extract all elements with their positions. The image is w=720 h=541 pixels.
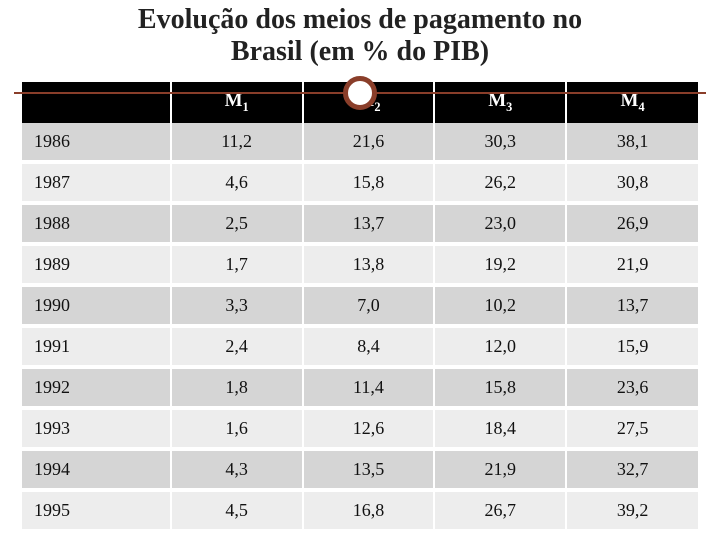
cell-m3: 18,4 — [434, 408, 566, 449]
cell-m3: 26,7 — [434, 490, 566, 531]
title-line-1: Evolução dos meios de pagamento no — [138, 4, 582, 35]
cell-m2: 7,0 — [303, 285, 435, 326]
header-m4: M4 — [566, 82, 698, 123]
table-row: 19921,811,415,823,6 — [22, 367, 698, 408]
cell-year: 1995 — [22, 490, 171, 531]
cell-m1: 1,8 — [171, 367, 303, 408]
cell-m4: 13,7 — [566, 285, 698, 326]
cell-m4: 21,9 — [566, 244, 698, 285]
cell-year: 1992 — [22, 367, 171, 408]
cell-m1: 11,2 — [171, 123, 303, 162]
table-row: 19944,313,521,932,7 — [22, 449, 698, 490]
cell-m1: 2,4 — [171, 326, 303, 367]
cell-m1: 2,5 — [171, 203, 303, 244]
cell-m4: 27,5 — [566, 408, 698, 449]
cell-m2: 13,5 — [303, 449, 435, 490]
header-m3: M3 — [434, 82, 566, 123]
cell-m4: 23,6 — [566, 367, 698, 408]
table-row: 19891,713,819,221,9 — [22, 244, 698, 285]
cell-m3: 15,8 — [434, 367, 566, 408]
table-row: 19954,516,826,739,2 — [22, 490, 698, 531]
table-row: 19931,612,618,427,5 — [22, 408, 698, 449]
cell-year: 1990 — [22, 285, 171, 326]
header-m1: M1 — [171, 82, 303, 123]
table-row: 19882,513,723,026,9 — [22, 203, 698, 244]
cell-m4: 30,8 — [566, 162, 698, 203]
cell-year: 1986 — [22, 123, 171, 162]
header-blank — [22, 82, 171, 123]
rule-circle-icon — [343, 76, 377, 110]
cell-m4: 15,9 — [566, 326, 698, 367]
table-container: M1 M2 M3 M4 198611,221,630,338,119874,61… — [14, 82, 706, 541]
table-row: 19912,48,412,015,9 — [22, 326, 698, 367]
cell-year: 1988 — [22, 203, 171, 244]
cell-year: 1991 — [22, 326, 171, 367]
cell-m3: 21,9 — [434, 449, 566, 490]
cell-m3: 23,0 — [434, 203, 566, 244]
cell-m3: 19,2 — [434, 244, 566, 285]
cell-year: 1989 — [22, 244, 171, 285]
cell-m4: 26,9 — [566, 203, 698, 244]
cell-m1: 4,5 — [171, 490, 303, 531]
slide: Evolução dos meios de pagamento no Brasi… — [0, 0, 720, 540]
table-row: 19874,615,826,230,8 — [22, 162, 698, 203]
cell-m1: 3,3 — [171, 285, 303, 326]
cell-m2: 13,8 — [303, 244, 435, 285]
cell-m4: 32,7 — [566, 449, 698, 490]
table-row: 19903,37,010,213,7 — [22, 285, 698, 326]
cell-m3: 10,2 — [434, 285, 566, 326]
cell-m1: 4,3 — [171, 449, 303, 490]
cell-year: 1994 — [22, 449, 171, 490]
cell-m2: 8,4 — [303, 326, 435, 367]
payments-table: M1 M2 M3 M4 198611,221,630,338,119874,61… — [22, 82, 698, 533]
slide-title: Evolução dos meios de pagamento no Brasi… — [14, 0, 706, 74]
cell-m2: 12,6 — [303, 408, 435, 449]
cell-m2: 16,8 — [303, 490, 435, 531]
cell-m1: 4,6 — [171, 162, 303, 203]
cell-year: 1993 — [22, 408, 171, 449]
table-body: 198611,221,630,338,119874,615,826,230,81… — [22, 123, 698, 531]
cell-m4: 39,2 — [566, 490, 698, 531]
cell-m3: 26,2 — [434, 162, 566, 203]
cell-m3: 12,0 — [434, 326, 566, 367]
cell-m2: 11,4 — [303, 367, 435, 408]
cell-m2: 15,8 — [303, 162, 435, 203]
title-line-2: Brasil (em % do PIB) — [231, 36, 489, 67]
cell-year: 1987 — [22, 162, 171, 203]
cell-m2: 21,6 — [303, 123, 435, 162]
cell-m3: 30,3 — [434, 123, 566, 162]
cell-m4: 38,1 — [566, 123, 698, 162]
table-row: 198611,221,630,338,1 — [22, 123, 698, 162]
cell-m2: 13,7 — [303, 203, 435, 244]
cell-m1: 1,7 — [171, 244, 303, 285]
cell-m1: 1,6 — [171, 408, 303, 449]
